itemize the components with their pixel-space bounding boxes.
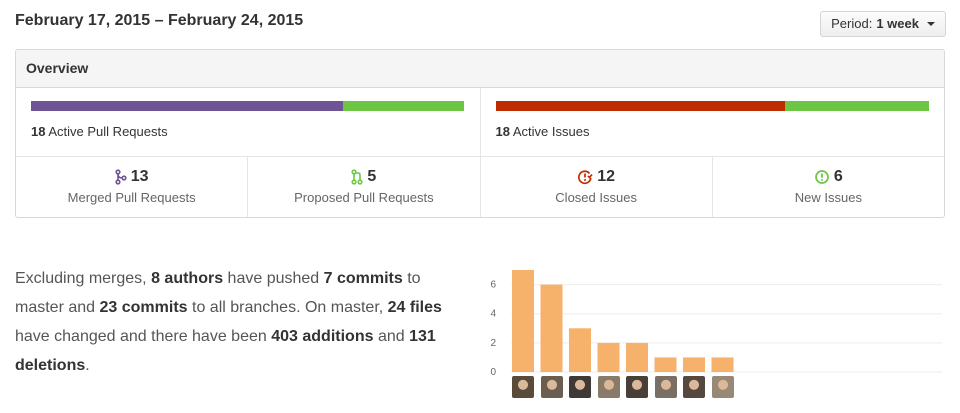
date-range-title: February 17, 2015 – February 24, 2015 bbox=[15, 12, 304, 29]
author-avatar[interactable] bbox=[711, 376, 734, 398]
merged-pull-requests-label: Merged Pull Requests bbox=[67, 190, 196, 205]
commit-bar[interactable] bbox=[626, 342, 648, 372]
active-issues-link[interactable]: 18 Active Issues bbox=[496, 124, 590, 139]
master-commits-link[interactable]: 7 commits bbox=[323, 270, 403, 287]
pull-requests-bar bbox=[31, 101, 465, 111]
summary-text-7: . bbox=[85, 357, 90, 374]
commit-bar[interactable] bbox=[654, 357, 677, 372]
new-issues-label: New Issues bbox=[794, 190, 862, 205]
deletions-count: 131 bbox=[409, 328, 436, 345]
closed-issues-count: 12 bbox=[597, 168, 616, 185]
author-avatar[interactable] bbox=[683, 376, 705, 398]
author-avatar[interactable] bbox=[597, 376, 620, 398]
commit-bar[interactable] bbox=[683, 357, 705, 372]
proposed-pull-requests-count: 5 bbox=[367, 168, 377, 185]
y-tick-label: 4 bbox=[490, 309, 496, 320]
git-merge-icon bbox=[115, 169, 127, 185]
summary-text-2: have pushed bbox=[227, 270, 320, 287]
period-select-button[interactable]: Period: 1 week bbox=[820, 11, 946, 37]
deletions-word: deletions bbox=[15, 357, 86, 374]
merged-pr-bar-segment bbox=[31, 101, 344, 111]
overview-title: Overview bbox=[16, 50, 944, 88]
issues-summary: 18 Active Issues bbox=[479, 88, 945, 156]
new-issues-count: 6 bbox=[833, 168, 843, 185]
caret-down-icon bbox=[927, 22, 935, 26]
y-tick-label: 2 bbox=[490, 338, 496, 349]
commits-bar-chart: 0 2 4 6 bbox=[490, 270, 942, 376]
summary-text-3: to master and bbox=[15, 270, 421, 316]
period-value: 1 week bbox=[876, 16, 919, 31]
files-changed-count: 24 files bbox=[387, 299, 442, 316]
proposed-pr-bar-segment bbox=[343, 101, 465, 111]
merged-pull-requests-stat[interactable]: 13 Merged Pull Requests bbox=[16, 157, 247, 217]
additions-count: 403 bbox=[271, 328, 298, 345]
commits-by-author-chart: 0 2 4 6 bbox=[486, 262, 946, 402]
pull-requests-summary: 18 Active Pull Requests bbox=[16, 88, 480, 156]
author-avatar[interactable] bbox=[512, 376, 534, 398]
issue-opened-icon bbox=[815, 170, 829, 184]
commit-bar[interactable] bbox=[597, 342, 620, 372]
author-avatar[interactable] bbox=[540, 376, 563, 398]
active-pull-requests-count: 18 bbox=[31, 124, 46, 139]
commit-summary-text: Excluding merges, 8 authors have pushed … bbox=[15, 264, 460, 380]
summary-text-4: to all branches. On master, bbox=[192, 299, 384, 316]
overview-panel: Overview 18 Active Pull Requests 18 Acti… bbox=[15, 49, 945, 218]
issues-bar bbox=[495, 101, 930, 111]
merged-pull-requests-count: 13 bbox=[130, 168, 149, 185]
active-issues-label: Active Issues bbox=[512, 124, 590, 139]
period-label: Period: bbox=[831, 16, 873, 31]
active-pull-requests-label: Active Pull Requests bbox=[48, 124, 168, 139]
all-commits-link[interactable]: 23 commits bbox=[99, 299, 188, 316]
summary-text-6: and bbox=[377, 328, 405, 345]
commit-bar[interactable] bbox=[569, 328, 591, 372]
new-issues-bar-segment bbox=[784, 101, 929, 111]
git-pull-request-icon bbox=[351, 169, 364, 185]
summary-text-1: Excluding merges, bbox=[15, 270, 147, 287]
author-avatar[interactable] bbox=[654, 376, 677, 398]
closed-issues-label: Closed Issues bbox=[555, 190, 637, 205]
commit-bar[interactable] bbox=[540, 284, 563, 372]
proposed-pull-requests-label: Proposed Pull Requests bbox=[294, 190, 434, 205]
closed-issues-bar-segment bbox=[495, 101, 785, 111]
authors-link[interactable]: 8 authors bbox=[151, 270, 224, 287]
author-avatar[interactable] bbox=[569, 376, 591, 398]
y-tick-label: 0 bbox=[490, 367, 496, 376]
overview-summary-row: 18 Active Pull Requests 18 Active Issues bbox=[16, 88, 944, 157]
commit-bar[interactable] bbox=[711, 357, 734, 372]
closed-issues-stat[interactable]: 12 Closed Issues bbox=[479, 157, 712, 217]
active-issues-count: 18 bbox=[495, 124, 510, 139]
author-avatar[interactable] bbox=[626, 376, 648, 398]
overview-stats-row: 13 Merged Pull Requests 5 Proposed Pull … bbox=[16, 157, 944, 217]
proposed-pull-requests-stat[interactable]: 5 Proposed Pull Requests bbox=[247, 157, 479, 217]
issue-closed-icon bbox=[578, 170, 593, 185]
commit-bar[interactable] bbox=[512, 270, 534, 372]
new-issues-stat[interactable]: 6 New Issues bbox=[711, 157, 944, 217]
summary-text-5: have changed and there have been bbox=[15, 328, 267, 345]
additions-word: additions bbox=[302, 328, 374, 345]
active-pull-requests-link[interactable]: 18 Active Pull Requests bbox=[31, 124, 168, 139]
y-tick-label: 6 bbox=[490, 280, 496, 291]
